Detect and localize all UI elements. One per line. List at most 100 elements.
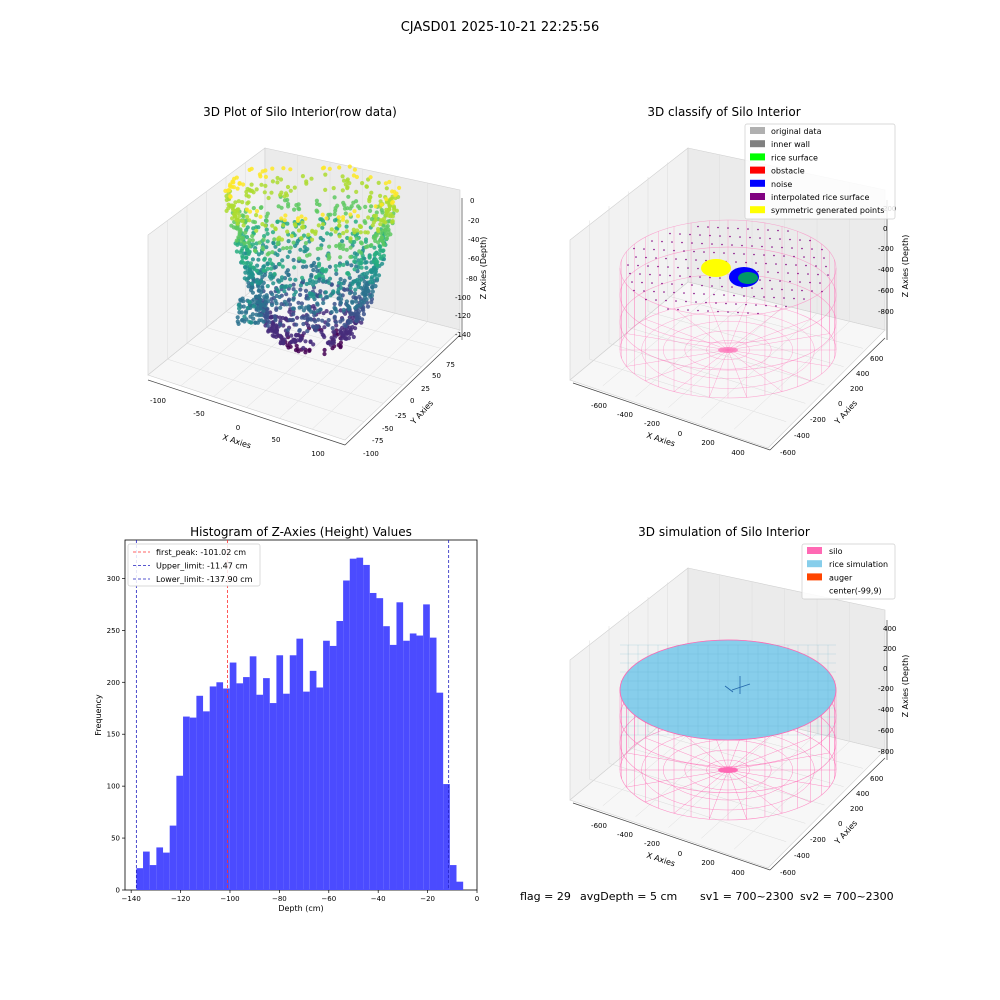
raw-point xyxy=(374,250,379,255)
raw-point xyxy=(251,304,256,309)
classify-interp-point xyxy=(645,298,647,301)
hist-title: Histogram of Z-Axies (Height) Values xyxy=(190,525,412,539)
raw-point xyxy=(360,272,365,277)
raw-point xyxy=(384,197,389,202)
classify-xtick: 0 xyxy=(678,430,682,438)
raw-point xyxy=(274,287,279,292)
raw-point xyxy=(376,273,382,278)
classify-interp-point xyxy=(805,264,807,267)
classify-interp-point xyxy=(751,287,753,289)
raw-point xyxy=(359,277,364,282)
raw-point xyxy=(257,172,262,177)
hist-bar xyxy=(189,717,197,890)
raw-point xyxy=(374,233,379,238)
raw-point xyxy=(273,264,278,270)
raw-point xyxy=(343,182,348,187)
raw-point xyxy=(228,182,233,187)
raw-point xyxy=(358,224,364,229)
raw-point xyxy=(349,263,354,268)
raw-point xyxy=(353,326,358,331)
raw-point xyxy=(363,237,369,242)
raw-point xyxy=(356,265,361,270)
raw-point xyxy=(319,217,324,222)
classify-interp-point xyxy=(741,286,743,289)
classify-interp-point xyxy=(651,240,653,242)
raw-point xyxy=(279,216,284,221)
footer-avg-depth: avgDepth = 5 cm xyxy=(580,890,677,903)
raw-point xyxy=(393,193,398,198)
raw-point xyxy=(291,240,296,245)
raw-point xyxy=(367,254,372,259)
raw-ytick: -75 xyxy=(372,437,383,445)
raw-point xyxy=(356,204,361,209)
classify-xlabel: X Axies xyxy=(645,431,676,449)
silo-floor-spoke xyxy=(727,349,830,367)
raw-point xyxy=(261,308,266,313)
classify-interp-point xyxy=(653,248,655,251)
raw-ztick: 0 xyxy=(470,197,474,205)
raw-point xyxy=(247,238,252,243)
raw-point xyxy=(240,255,245,260)
raw-point xyxy=(288,277,293,282)
classify-interp-point xyxy=(665,257,667,260)
raw-point xyxy=(281,340,286,345)
raw-point xyxy=(258,271,263,276)
raw-point xyxy=(262,234,267,239)
hist-bar xyxy=(223,688,230,890)
raw-point xyxy=(315,301,320,306)
raw-point xyxy=(341,178,347,183)
raw-point xyxy=(368,279,373,285)
classify-interp-point xyxy=(667,308,669,310)
raw-point xyxy=(314,208,319,213)
raw-point xyxy=(296,228,302,233)
classify-x-axis xyxy=(572,382,771,451)
classify-interp-point xyxy=(785,305,787,308)
hist-bar xyxy=(229,662,237,890)
classify-interp-point xyxy=(633,247,635,250)
classify-interp-point xyxy=(673,291,675,294)
raw-point xyxy=(307,277,313,283)
raw-point xyxy=(241,182,246,187)
silo-floor-spoke xyxy=(727,752,830,771)
classify-interp-point xyxy=(705,301,707,304)
raw-point xyxy=(250,312,255,317)
raw-point xyxy=(293,277,298,282)
raw-xtick: 100 xyxy=(311,450,324,458)
classify-interp-point xyxy=(769,279,771,282)
raw-point xyxy=(265,284,270,289)
raw-point xyxy=(334,323,339,328)
raw-point xyxy=(272,271,277,277)
silo-floor-spoke xyxy=(727,349,811,382)
raw-point xyxy=(340,317,345,322)
raw-point xyxy=(306,232,311,237)
raw-point xyxy=(324,216,329,221)
raw-point xyxy=(358,230,363,235)
classify-xtick-labels: -600 -400 -200 0 200 400 xyxy=(591,402,745,457)
classify-ztick: 0 xyxy=(883,225,887,233)
raw-point xyxy=(289,333,294,338)
raw-point xyxy=(331,186,336,191)
panel-simulation-3d: 3D simulation of Silo Interior -600 -400… xyxy=(569,525,910,877)
raw-point xyxy=(273,226,278,231)
classify-xtick: -400 xyxy=(617,411,633,419)
classify-interp-point xyxy=(671,241,673,243)
raw-point xyxy=(274,306,279,311)
raw-point xyxy=(383,181,388,186)
classify-interp-point xyxy=(661,240,663,243)
raw-point xyxy=(244,207,250,212)
raw-point xyxy=(341,243,346,248)
raw-point xyxy=(247,244,252,249)
raw-point xyxy=(307,291,312,296)
hist-xtick-label: −80 xyxy=(272,895,287,903)
silo-floor-spoke xyxy=(673,769,729,814)
classify-interp-point xyxy=(683,292,685,294)
raw-point xyxy=(241,223,246,228)
raw-point xyxy=(240,219,245,224)
raw-point xyxy=(269,190,274,195)
raw-point xyxy=(315,324,320,329)
raw-point xyxy=(309,176,314,181)
classify-interp-point xyxy=(727,227,729,229)
hist-bar xyxy=(396,602,404,890)
raw-point xyxy=(273,244,278,249)
